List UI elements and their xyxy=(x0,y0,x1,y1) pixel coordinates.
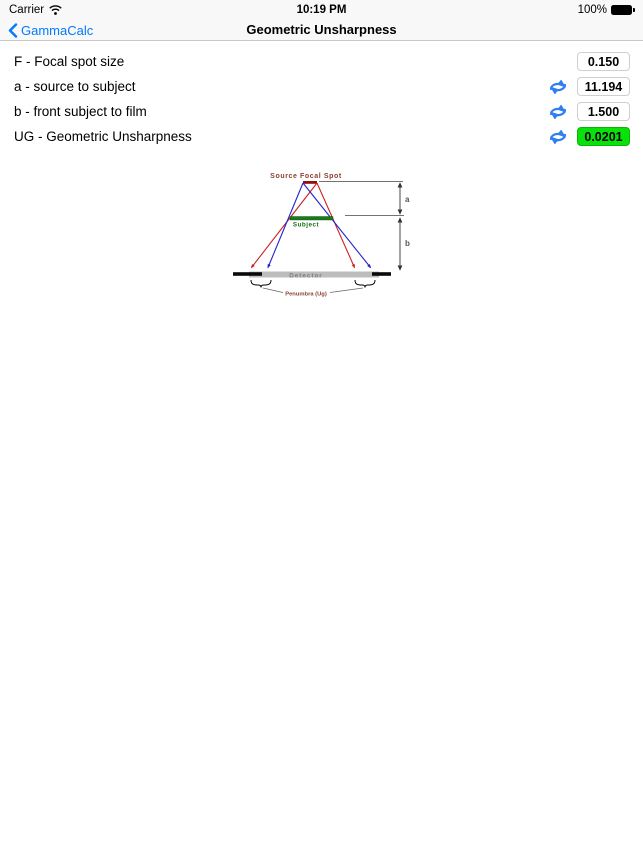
focal-spot-size-label: F - Focal spot size xyxy=(14,54,125,69)
penumbra-label: Penumbra (Ug) xyxy=(285,292,327,298)
dim-arrow xyxy=(397,182,403,188)
row-geometric-unsharpness: UG - Geometric Unsharpness xyxy=(0,124,643,149)
geometric-unsharpness-label: UG - Geometric Unsharpness xyxy=(14,129,192,144)
refresh-icon xyxy=(549,129,567,144)
battery-icon xyxy=(611,5,635,15)
row-front-subject-to-film: b - front subject to film xyxy=(0,99,643,124)
refresh-icon xyxy=(549,79,567,94)
chevron-left-icon xyxy=(8,22,18,38)
front-subject-to-film-label: b - front subject to film xyxy=(14,104,147,119)
detector-end-left xyxy=(233,272,262,276)
penumbra-brace-right xyxy=(354,279,376,288)
ray-blue-right xyxy=(302,182,372,269)
diagram-detector-label: Detector xyxy=(289,272,323,279)
status-bar: Carrier 10:19 PM 100% xyxy=(0,0,643,20)
row-focal-spot-size: F - Focal spot size xyxy=(0,49,643,74)
detector-end-right xyxy=(372,272,391,276)
carrier-label: Carrier xyxy=(9,4,45,16)
clock-label: 10:19 PM xyxy=(296,4,347,16)
dim-arrow xyxy=(397,217,403,223)
parameter-list: F - Focal spot size a - source to subjec… xyxy=(0,49,643,149)
source-to-subject-label: a - source to subject xyxy=(14,79,136,94)
focal-spot-size-field[interactable] xyxy=(577,52,630,71)
unsharpness-diagram: Source Focal Spot Subject a b Detector xyxy=(233,173,410,298)
penumbra-pointer-right xyxy=(329,287,364,293)
penumbra-pointer-left xyxy=(262,287,284,293)
back-button[interactable]: GammaCalc xyxy=(8,20,93,40)
penumbra-brace-left xyxy=(250,279,272,288)
subject-bar xyxy=(289,216,334,221)
back-button-label: GammaCalc xyxy=(21,22,94,38)
page-title: Geometric Unsharpness xyxy=(246,22,397,37)
source-to-subject-field[interactable] xyxy=(577,77,630,96)
diagram-subject-label: Subject xyxy=(293,222,320,229)
refresh-ug-button[interactable] xyxy=(546,129,570,145)
focal-spot-bar xyxy=(303,181,317,184)
refresh-b-button[interactable] xyxy=(546,104,570,120)
battery-percent-label: 100% xyxy=(577,4,607,16)
ray-red-right xyxy=(316,182,356,269)
dim-arrow xyxy=(397,265,403,271)
diagram-source-label: Source Focal Spot xyxy=(270,173,342,180)
navigation-bar: Geometric Unsharpness GammaCalc xyxy=(0,20,643,41)
refresh-a-button[interactable] xyxy=(546,79,570,95)
unsharpness-result-field[interactable] xyxy=(577,127,630,146)
dim-b-label: b xyxy=(405,239,410,248)
ray-red-left xyxy=(250,182,318,269)
ray-blue-left xyxy=(267,182,304,269)
refresh-icon xyxy=(549,104,567,119)
dim-arrow xyxy=(397,209,403,215)
front-subject-to-film-field[interactable] xyxy=(577,102,630,121)
dim-a-label: a xyxy=(405,195,410,204)
detector-bar xyxy=(249,271,379,278)
row-source-to-subject: a - source to subject xyxy=(0,74,643,99)
wifi-icon xyxy=(49,5,62,15)
